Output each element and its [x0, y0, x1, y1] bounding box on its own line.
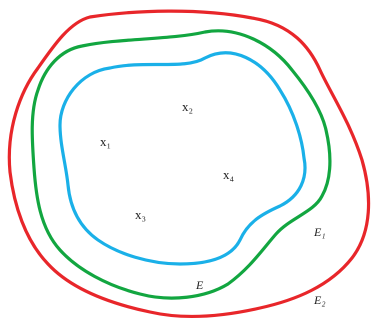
point-label-x2: x₂	[182, 99, 193, 114]
middle-green-curve	[30, 29, 332, 300]
point-label-x4: x₄	[223, 167, 235, 182]
set-label-e2: E₂	[313, 293, 326, 307]
point-label-x1: x₁	[100, 134, 111, 149]
set-label-e: E	[195, 278, 204, 292]
outer-red-curve	[7, 9, 371, 318]
set-label-e1: E₁	[313, 225, 326, 239]
inner-blue-curve	[58, 51, 307, 266]
point-label-x3: x₃	[135, 207, 146, 222]
